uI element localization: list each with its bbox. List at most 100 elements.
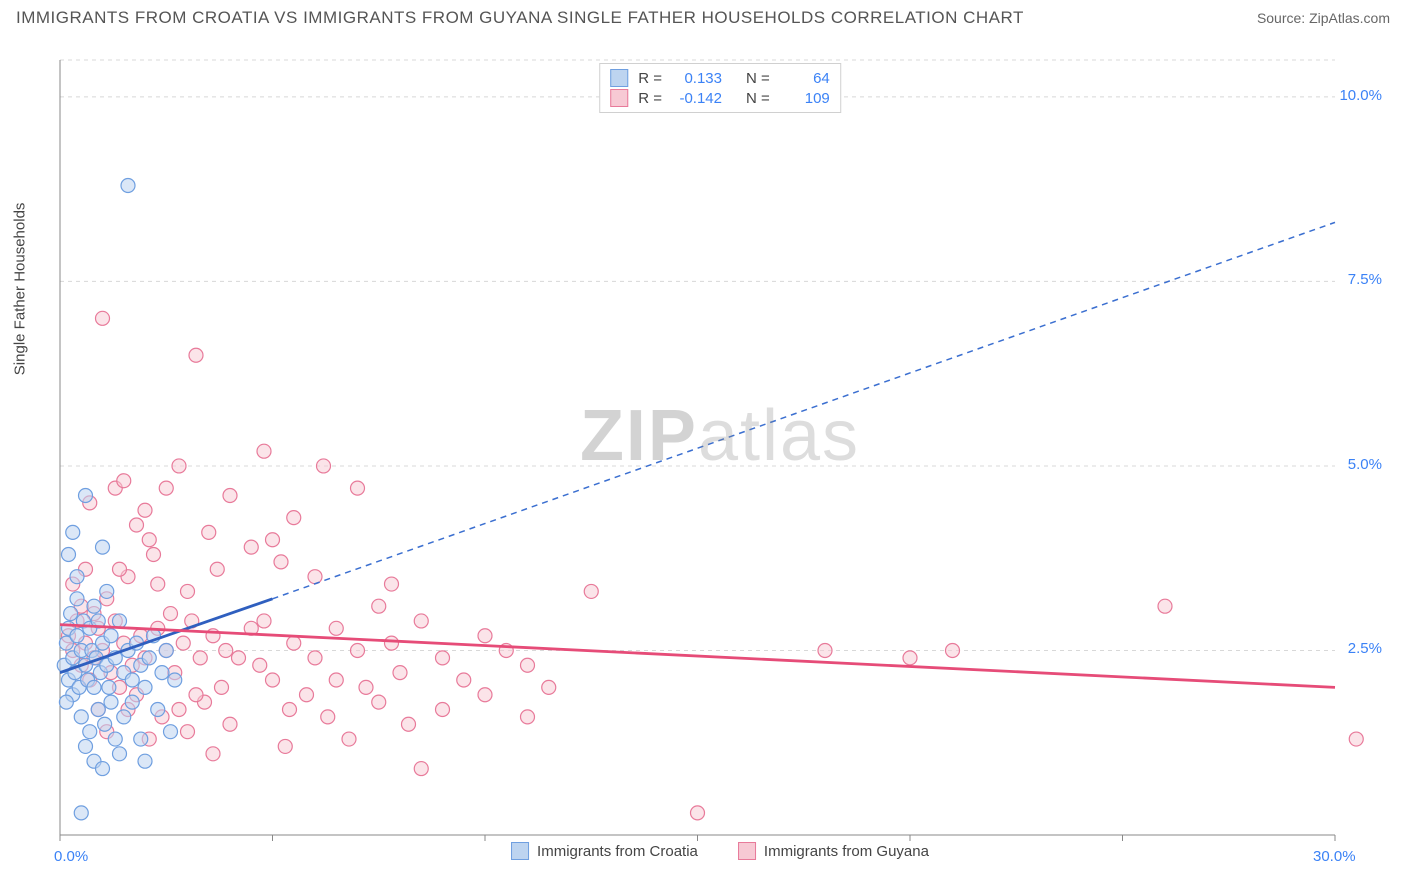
legend-label: Immigrants from Guyana <box>764 843 929 860</box>
data-point <box>104 629 118 643</box>
data-point <box>125 673 139 687</box>
data-point <box>100 584 114 598</box>
trend-line <box>60 625 1335 688</box>
legend-swatch <box>511 842 529 860</box>
data-point <box>74 710 88 724</box>
data-point <box>159 481 173 495</box>
data-point <box>70 629 84 643</box>
data-point <box>168 673 182 687</box>
data-point <box>206 747 220 761</box>
correlation-legend: R = 0.133 N = 64 R = -0.142 N = 109 <box>599 63 841 113</box>
data-point <box>59 695 73 709</box>
data-point <box>946 643 960 657</box>
data-point <box>113 747 127 761</box>
legend-item: Immigrants from Croatia <box>511 842 698 860</box>
data-point <box>87 680 101 694</box>
r-label: R = <box>638 70 662 87</box>
data-point <box>164 725 178 739</box>
data-point <box>108 732 122 746</box>
data-point <box>193 651 207 665</box>
data-point <box>70 570 84 584</box>
data-point <box>155 666 169 680</box>
data-point <box>521 710 535 724</box>
data-point <box>215 680 229 694</box>
chart-header: IMMIGRANTS FROM CROATIA VS IMMIGRANTS FR… <box>0 0 1406 32</box>
data-point <box>457 673 471 687</box>
data-point <box>436 703 450 717</box>
y-tick-label: 2.5% <box>1348 640 1382 657</box>
x-tick-label: 30.0% <box>1313 848 1356 865</box>
chart-title: IMMIGRANTS FROM CROATIA VS IMMIGRANTS FR… <box>16 8 1024 28</box>
data-point <box>181 725 195 739</box>
legend-item: Immigrants from Guyana <box>738 842 929 860</box>
correlation-legend-row: R = 0.133 N = 64 <box>610 68 830 88</box>
r-value: 0.133 <box>672 70 722 87</box>
legend-swatch <box>610 69 628 87</box>
data-point <box>130 518 144 532</box>
correlation-legend-row: R = -0.142 N = 109 <box>610 88 830 108</box>
data-point <box>66 525 80 539</box>
data-point <box>308 651 322 665</box>
r-label: R = <box>638 90 662 107</box>
data-point <box>287 511 301 525</box>
data-point <box>62 548 76 562</box>
n-value: 64 <box>780 70 830 87</box>
data-point <box>414 614 428 628</box>
data-point <box>329 673 343 687</box>
data-point <box>1158 599 1172 613</box>
data-point <box>121 178 135 192</box>
data-point <box>172 703 186 717</box>
r-value: -0.142 <box>672 90 722 107</box>
data-point <box>283 703 297 717</box>
legend-swatch <box>610 89 628 107</box>
data-point <box>151 703 165 717</box>
data-point <box>64 607 78 621</box>
data-point <box>142 533 156 547</box>
data-point <box>189 348 203 362</box>
data-point <box>74 806 88 820</box>
data-point <box>414 762 428 776</box>
data-point <box>342 732 356 746</box>
legend-swatch <box>738 842 756 860</box>
data-point <box>96 311 110 325</box>
data-point <box>300 688 314 702</box>
data-point <box>138 680 152 694</box>
data-point <box>818 643 832 657</box>
data-point <box>176 636 190 650</box>
series-legend: Immigrants from Croatia Immigrants from G… <box>511 842 929 860</box>
data-point <box>223 488 237 502</box>
n-label: N = <box>746 70 770 87</box>
data-point <box>142 651 156 665</box>
data-point <box>104 695 118 709</box>
n-value: 109 <box>780 90 830 107</box>
data-point <box>159 643 173 657</box>
chart-source: Source: ZipAtlas.com <box>1257 10 1390 26</box>
data-point <box>79 739 93 753</box>
data-point <box>253 658 267 672</box>
data-point <box>402 717 416 731</box>
data-point <box>244 540 258 554</box>
data-point <box>287 636 301 650</box>
data-point <box>91 703 105 717</box>
y-tick-label: 5.0% <box>1348 456 1382 473</box>
data-point <box>321 710 335 724</box>
n-label: N = <box>746 90 770 107</box>
data-point <box>151 577 165 591</box>
data-point <box>164 607 178 621</box>
data-point <box>385 577 399 591</box>
data-point <box>102 680 116 694</box>
data-point <box>219 643 233 657</box>
data-point <box>210 562 224 576</box>
data-point <box>351 481 365 495</box>
data-point <box>125 695 139 709</box>
data-point <box>359 680 373 694</box>
trend-line-extension <box>273 222 1336 598</box>
data-point <box>691 806 705 820</box>
data-point <box>96 540 110 554</box>
data-point <box>172 459 186 473</box>
data-point <box>1349 732 1363 746</box>
x-tick-label: 0.0% <box>54 848 88 865</box>
y-tick-label: 7.5% <box>1348 271 1382 288</box>
data-point <box>117 474 131 488</box>
data-point <box>79 488 93 502</box>
